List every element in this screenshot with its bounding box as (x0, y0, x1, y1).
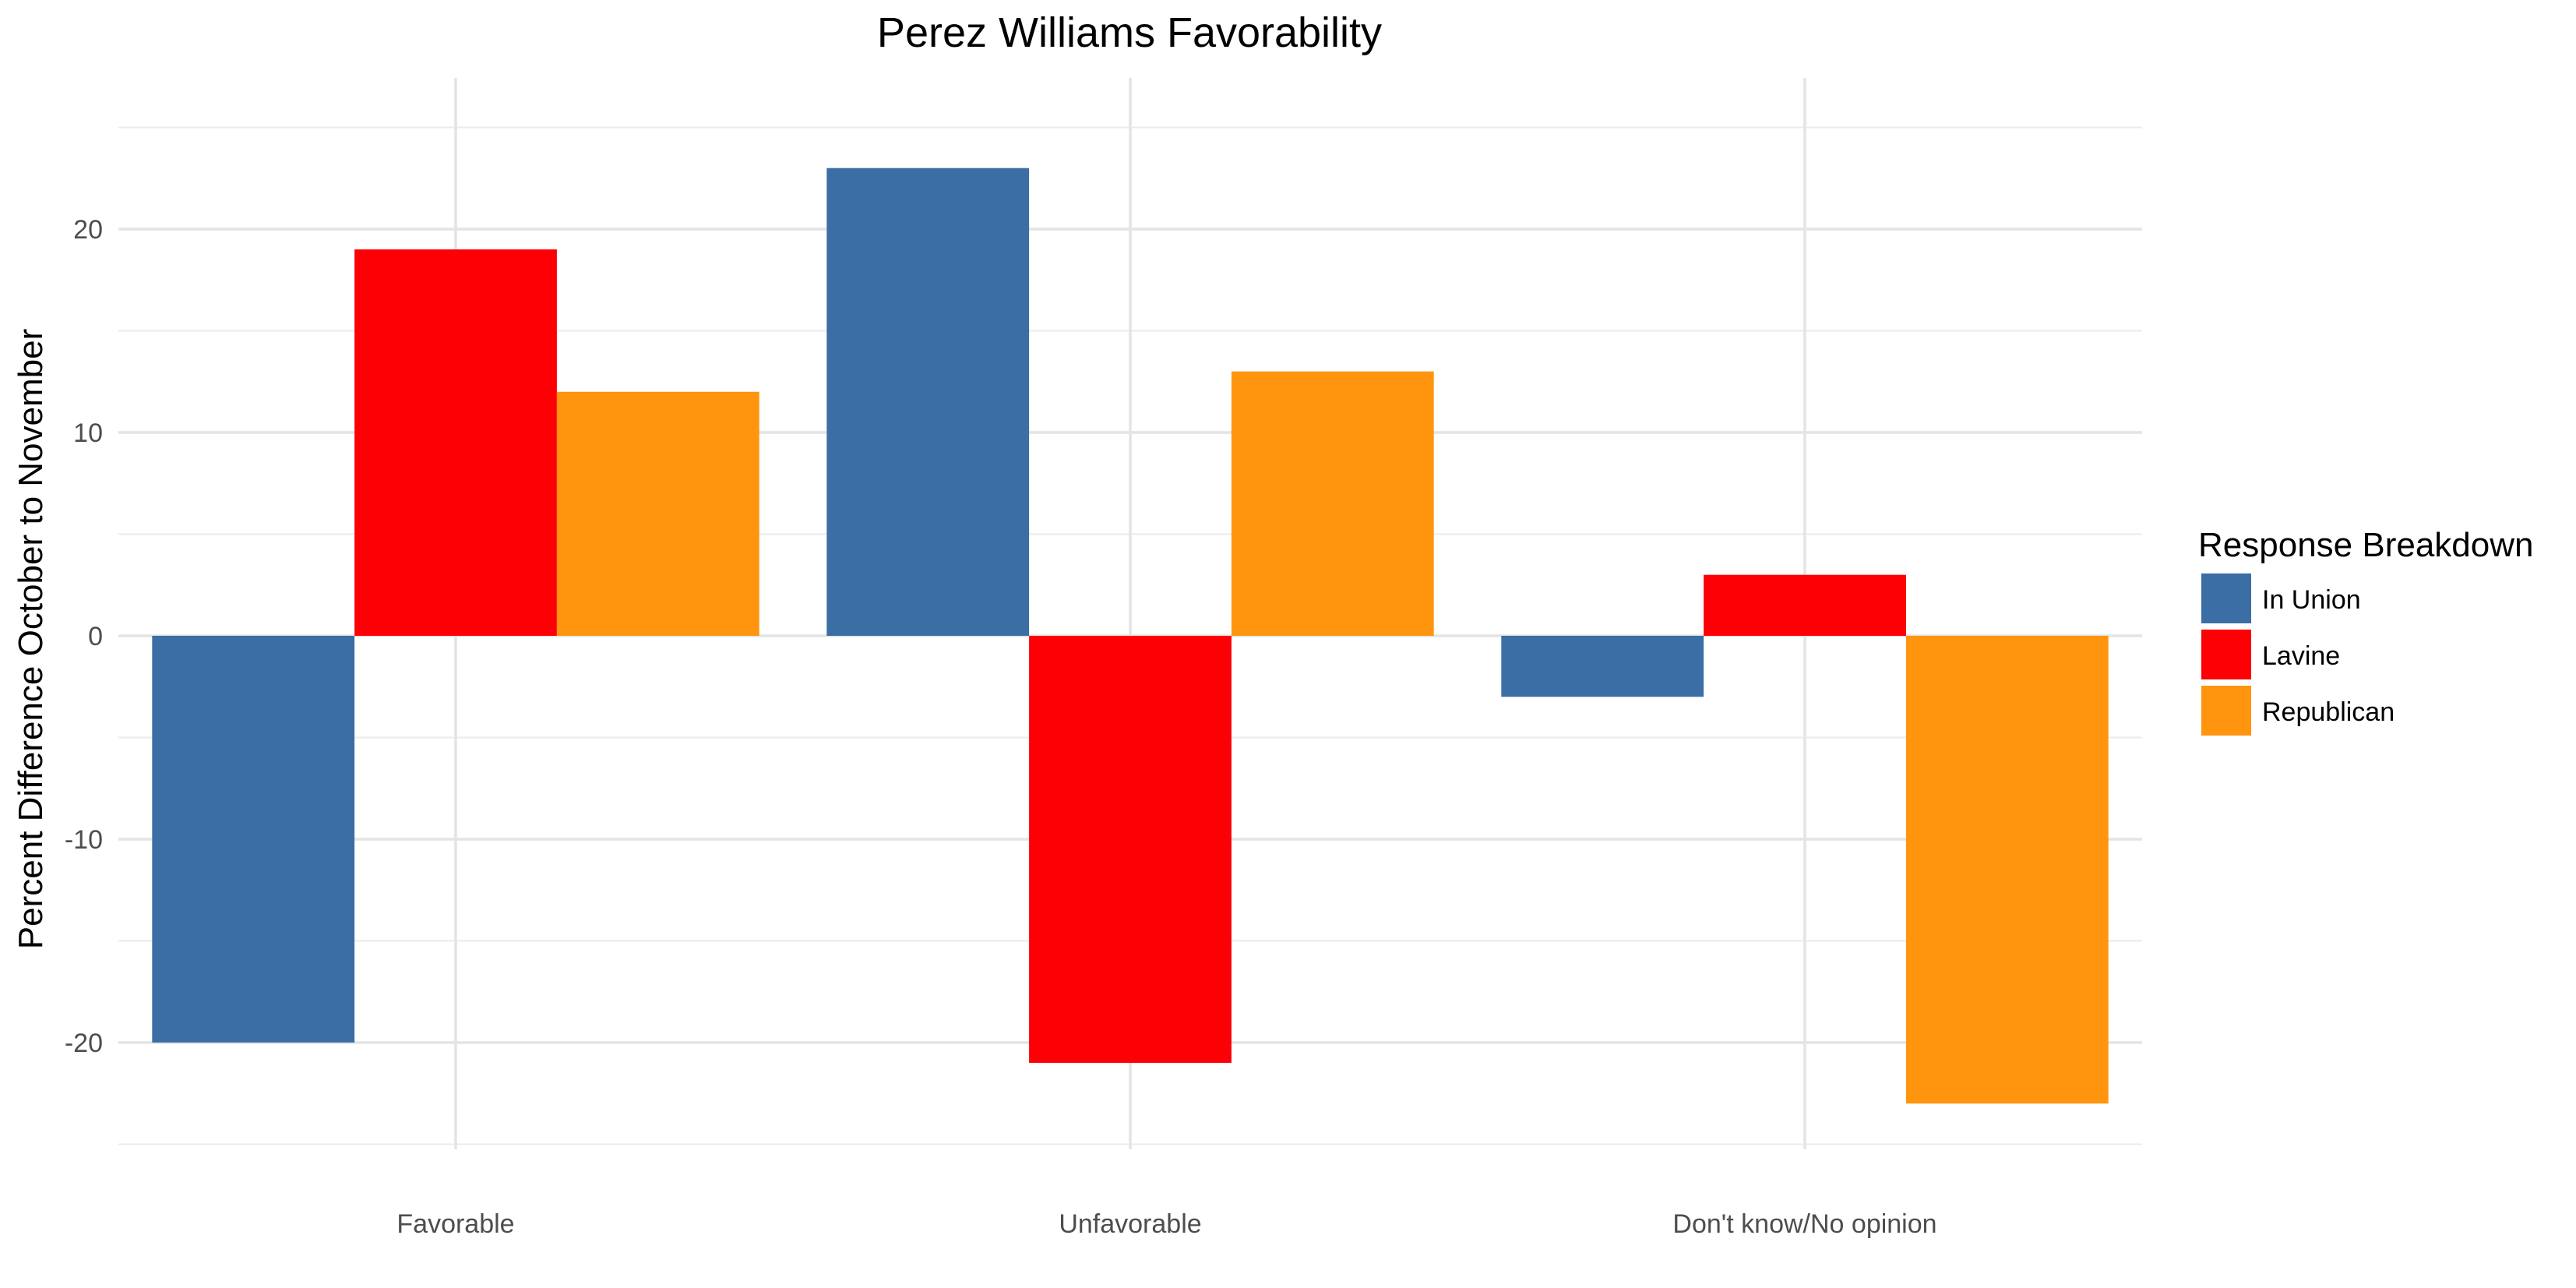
x-tick-label: Don't know/No opinion (1672, 1209, 1936, 1239)
legend-swatch (2201, 573, 2251, 623)
bar (1231, 371, 1434, 636)
x-tick-label: Unfavorable (1059, 1209, 1201, 1239)
bars (152, 168, 2109, 1104)
bar (354, 249, 557, 636)
legend-swatch (2201, 630, 2251, 679)
y-tick-labels: -20 -10 0 10 20 (65, 215, 103, 1058)
legend-label: Republican (2262, 697, 2395, 727)
legend-swatch (2201, 686, 2251, 736)
bar (1501, 636, 1704, 697)
y-tick-label: 0 (88, 622, 103, 651)
bar (1029, 636, 1232, 1064)
chart-title: Perez Williams Favorability (877, 9, 1382, 56)
x-tick-labels: Favorable Unfavorable Don't know/No opinio… (396, 1209, 1936, 1239)
y-tick-label: 10 (73, 418, 103, 448)
legend-label: Lavine (2262, 641, 2340, 671)
y-tick-label: 20 (73, 215, 103, 245)
bar (152, 636, 355, 1043)
y-tick-label: -10 (65, 825, 103, 855)
y-tick-label: -20 (65, 1029, 103, 1058)
legend-title: Response Breakdown (2198, 526, 2533, 564)
legend-label: In Union (2262, 585, 2361, 615)
bar (556, 391, 759, 636)
bar (826, 168, 1030, 636)
y-axis-title: Percent Difference October to November (12, 329, 50, 949)
x-tick-label: Favorable (396, 1209, 514, 1239)
legend: Response Breakdown In Union Lavine Republi… (2198, 526, 2533, 736)
bar (1704, 574, 1906, 636)
bar (1905, 636, 2109, 1104)
